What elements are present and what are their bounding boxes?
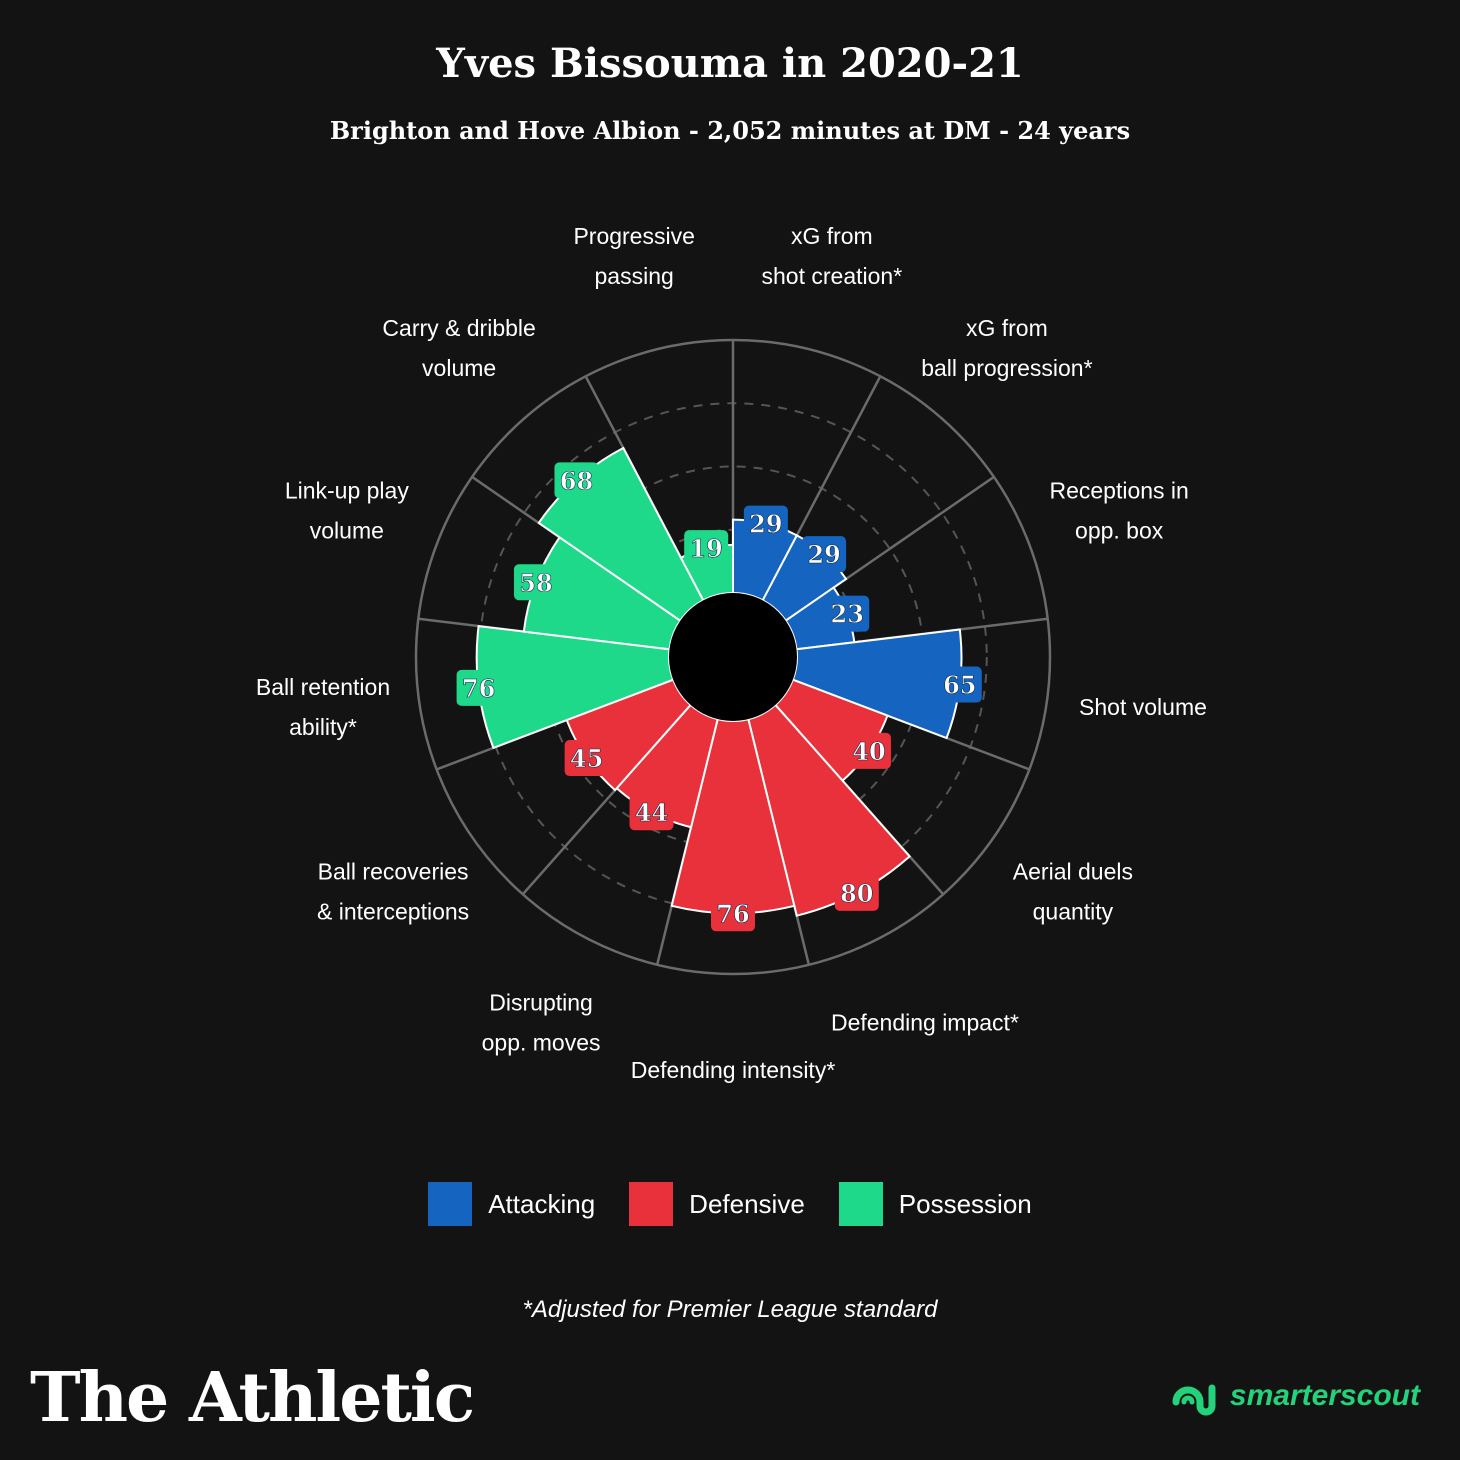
category-label-1-2: shot creation* <box>762 263 903 289</box>
category-label-2-2: ball progression* <box>921 355 1092 381</box>
legend-label-defensive: Defensive <box>689 1188 805 1219</box>
value-badge-5 <box>846 732 891 769</box>
category-label-10-2: ability* <box>289 714 357 740</box>
category-label-11-2: volume <box>310 518 384 544</box>
value-badge-2 <box>802 536 847 573</box>
category-label-7-1: Defending intensity* <box>631 1057 836 1083</box>
legend-item-defensive: Defensive <box>629 1182 805 1226</box>
category-label-3-2: opp. box <box>1075 518 1164 544</box>
category-label-6-1: Defending impact* <box>831 1010 1019 1036</box>
category-label-3-1: Receptions in <box>1049 478 1188 504</box>
the-athletic-logo: The Athletic <box>30 1358 475 1438</box>
value-label-5: 40 <box>852 737 885 766</box>
smarterscout-icon <box>1172 1384 1216 1416</box>
value-badge-10 <box>456 669 501 706</box>
category-label-5-1: Aerial duels <box>1013 859 1133 885</box>
value-label-13: 19 <box>689 534 722 563</box>
value-label-8: 44 <box>635 798 668 827</box>
value-badge-9 <box>564 740 609 777</box>
legend-swatch-attacking <box>428 1182 473 1226</box>
smarterscout-logo: smarterscout <box>1170 1372 1420 1420</box>
value-badge-4 <box>937 666 982 703</box>
value-label-11: 58 <box>519 568 552 597</box>
value-label-10: 76 <box>462 674 495 703</box>
value-badge-8 <box>629 794 674 831</box>
category-label-2-1: xG from <box>966 315 1048 341</box>
category-label-1-1: xG from <box>791 223 873 249</box>
legend-label-possession: Possession <box>898 1188 1032 1219</box>
chart-subtitle: Brighton and Hove Albion - 2,052 minutes… <box>329 116 1131 145</box>
value-badge-11 <box>513 564 558 601</box>
value-label-6: 80 <box>840 879 873 908</box>
category-label-13-2: passing <box>595 263 674 289</box>
smarterscout-wordmark: smarterscout <box>1229 1379 1420 1412</box>
legend-item-attacking: Attacking <box>428 1182 595 1226</box>
value-badge-7 <box>711 895 755 932</box>
category-label-8-1: Disrupting <box>489 990 593 1016</box>
category-label-8-2: opp. moves <box>482 1030 601 1056</box>
value-label-7: 76 <box>716 899 749 928</box>
value-label-12: 68 <box>560 466 593 495</box>
center-hole <box>669 593 797 721</box>
legend-swatch-possession <box>838 1182 883 1226</box>
footnote: *Adjusted for Premier League standard <box>522 1296 938 1323</box>
value-label-1: 29 <box>749 510 782 539</box>
legend-swatch-defensive <box>629 1182 674 1226</box>
value-label-4: 65 <box>943 671 976 700</box>
category-label-13-1: Progressive <box>573 223 694 249</box>
value-badge-1 <box>743 505 788 542</box>
value-badge-12 <box>554 462 599 499</box>
value-label-3: 23 <box>831 600 864 629</box>
legend-item-possession: Possession <box>838 1182 1032 1226</box>
category-label-4-1: Shot volume <box>1079 694 1207 720</box>
chart-title: Yves Bissouma in 2020-21 <box>436 40 1024 87</box>
category-label-9-1: Ball recoveries <box>318 859 469 885</box>
category-label-12-2: volume <box>422 355 496 381</box>
category-label-5-2: quantity <box>1033 899 1114 925</box>
legend-label-attacking: Attacking <box>488 1188 596 1219</box>
value-badge-3 <box>825 595 870 632</box>
value-badge-13 <box>684 530 729 567</box>
value-label-9: 45 <box>570 744 603 773</box>
value-label-2: 29 <box>807 540 840 569</box>
category-label-9-2: & interceptions <box>317 899 469 925</box>
category-label-12-1: Carry & dribble <box>382 315 535 341</box>
value-badge-6 <box>834 874 879 911</box>
category-label-11-1: Link-up play <box>285 478 410 504</box>
legend: Attacking Defensive Possession <box>0 1182 1460 1226</box>
category-label-10-1: Ball retention <box>256 674 390 700</box>
